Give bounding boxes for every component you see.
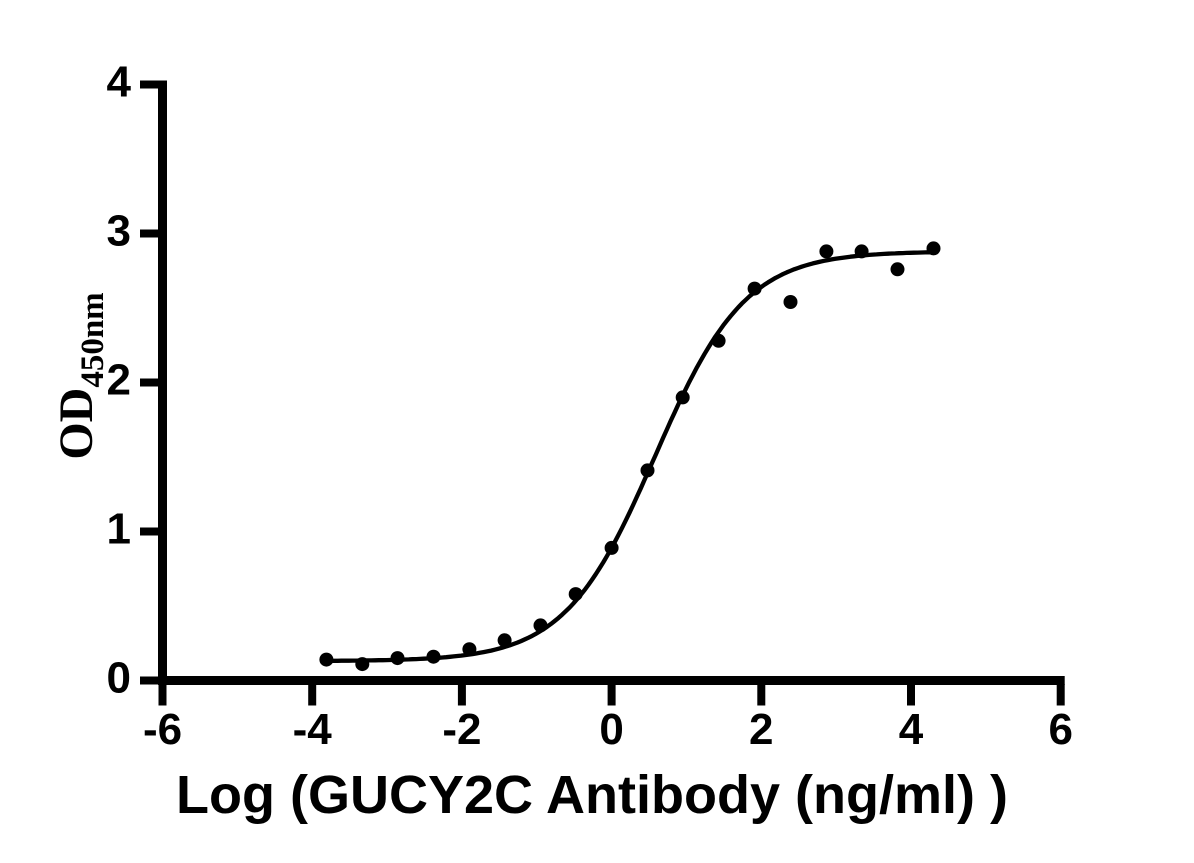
- y-axis-title-main: OD: [50, 388, 103, 460]
- x-ticks: [158, 684, 1065, 706]
- data-point: [604, 540, 619, 555]
- y-tick-label: 4: [107, 58, 132, 107]
- y-tick-label: 3: [107, 207, 131, 256]
- data-point: [819, 244, 834, 259]
- x-tick-label: -6: [143, 705, 182, 754]
- data-point: [462, 642, 477, 657]
- x-tick-label: -2: [442, 705, 481, 754]
- x-axis-title: Log (GUCY2C Antibody (ng/ml) ): [176, 765, 1008, 825]
- fit-curve: [324, 250, 936, 663]
- x-tick-labels: -6 -4 -2 0 2 4 6: [143, 705, 1073, 754]
- y-tick-label: 1: [107, 505, 131, 554]
- x-tick-label: 2: [749, 705, 773, 754]
- x-tick-label: -4: [293, 705, 333, 754]
- y-tick-label: 0: [107, 654, 131, 703]
- data-point: [568, 587, 583, 602]
- data-point: [426, 649, 441, 664]
- data-point: [640, 463, 655, 478]
- data-point: [355, 657, 370, 672]
- y-ticks: [140, 80, 159, 685]
- data-point: [890, 262, 905, 277]
- y-tick-labels: 0 1 2 3 4: [107, 58, 132, 703]
- data-point: [854, 244, 869, 259]
- x-tick-label: 6: [1048, 705, 1072, 754]
- data-point: [319, 652, 334, 667]
- data-point: [497, 633, 512, 648]
- data-point: [783, 295, 798, 309]
- data-point: [390, 651, 405, 666]
- y-tick-label: 2: [107, 356, 131, 405]
- axes: -6 -4 -2 0 2 4 6 0 1 2 3 4: [107, 58, 1073, 755]
- data-point: [711, 333, 726, 348]
- data-point: [926, 241, 941, 256]
- data-point: [747, 281, 762, 296]
- x-tick-label: 4: [899, 705, 924, 754]
- data-point: [533, 618, 548, 633]
- y-axis-title: OD450nm: [50, 292, 111, 459]
- x-tick-label: 0: [599, 705, 623, 754]
- data-points: [319, 241, 941, 672]
- y-axis-title-subscript: 450nm: [75, 292, 111, 387]
- data-point: [675, 390, 690, 405]
